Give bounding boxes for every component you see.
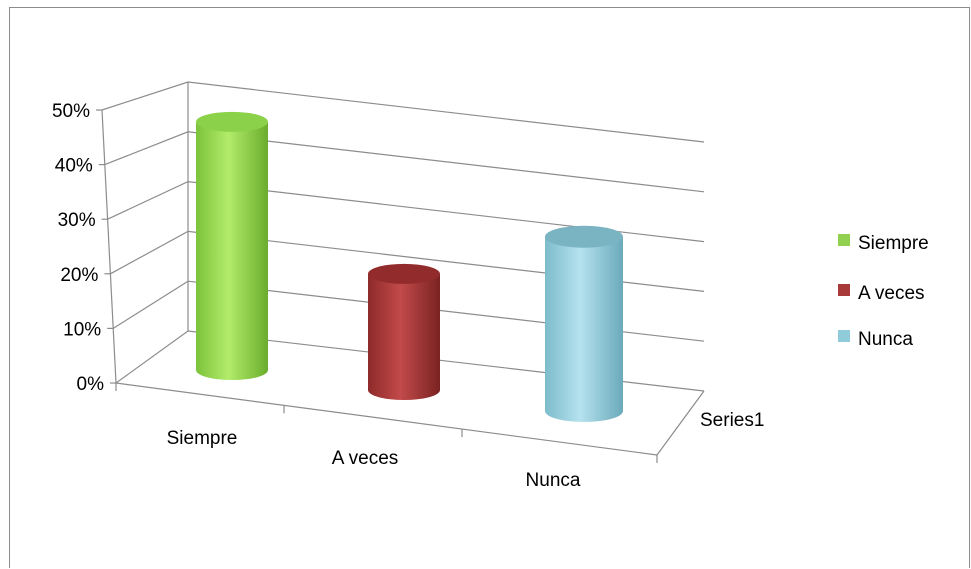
legend-swatch-a-veces [838, 284, 850, 296]
gridline [101, 81, 705, 143]
x-tick-label-nunca: Nunca [526, 470, 581, 491]
y-tick-label: 40% [55, 156, 93, 177]
y-tick-label: 10% [63, 319, 101, 340]
x-axis-line [115, 382, 658, 456]
bar-nunca-body [545, 236, 623, 422]
x-tick-label-a-veces: A veces [332, 448, 399, 469]
bars [196, 111, 623, 422]
y-axis-line [101, 109, 117, 384]
y-tick-label: 0% [77, 374, 105, 395]
legend-swatch-siempre [838, 234, 850, 246]
axes [96, 82, 705, 463]
x-tick-label-siempre: Siempre [167, 428, 238, 449]
y-tick-label: 30% [58, 210, 96, 231]
y-tick-label: 50% [52, 101, 90, 122]
legend-swatch-nunca [838, 330, 850, 342]
bar-a-veces-body [368, 273, 440, 400]
chart-frame [9, 7, 970, 568]
y-axis-labels: 0% 10% 20% 30% 40% 50% [52, 101, 104, 395]
bar-a-veces-top [368, 263, 440, 284]
bar-nunca [545, 225, 623, 422]
legend-label-a-veces: A veces [858, 283, 925, 304]
legend-label-nunca: Nunca [858, 329, 913, 350]
depth-axis-line [656, 390, 705, 456]
bar-siempre [196, 111, 268, 380]
bar-a-veces [368, 263, 440, 400]
legend: Siempre A veces Nunca [838, 233, 929, 350]
bar-siempre-body [196, 121, 268, 380]
bar-siempre-top [196, 111, 268, 132]
legend-label-siempre: Siempre [858, 233, 929, 254]
bar-nunca-top [545, 225, 623, 248]
series-axis-label: Series1 [700, 410, 764, 431]
y-tick-label: 20% [60, 265, 98, 286]
